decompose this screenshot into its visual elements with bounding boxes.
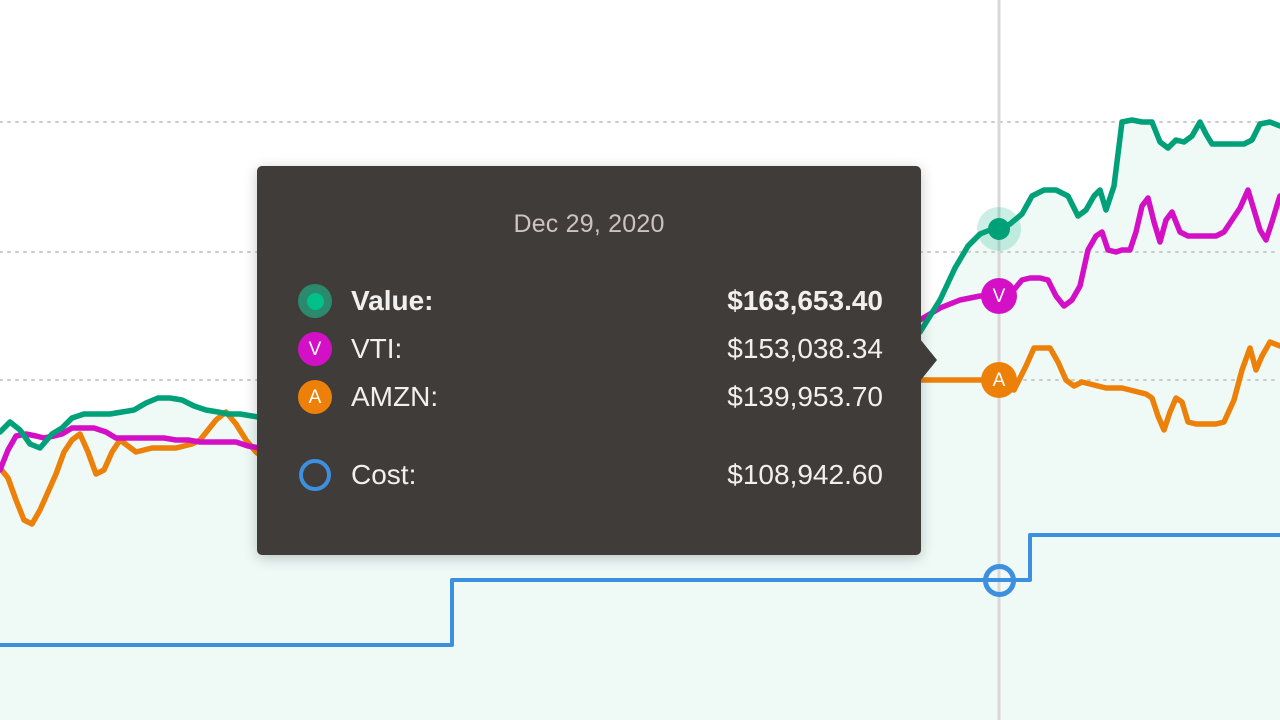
amzn-badge-letter: A (298, 380, 332, 414)
tooltip-label-vti: VTI: (351, 333, 403, 364)
tooltip-date: Dec 29, 2020 (513, 210, 665, 238)
value-point-marker-icon[interactable] (988, 218, 1010, 240)
cost-point-marker-icon[interactable] (983, 564, 1016, 597)
tooltip-row-vti: V VTI: $153,038.34 (297, 325, 883, 373)
tooltip-row-value: Value: $163,653.40 (297, 277, 883, 325)
value-swatch-icon (297, 283, 333, 319)
tooltip-label-cost: Cost: (351, 459, 417, 490)
tooltip-value-cost: $108,942.60 (727, 459, 883, 490)
tooltip-row-amzn: A AMZN: $139,953.70 (297, 373, 883, 421)
tooltip-rows: Value: $163,653.40 V VTI: $153,038.34 A … (257, 277, 921, 499)
vti-swatch-icon: V (297, 331, 333, 367)
cost-swatch-icon (297, 457, 333, 493)
tooltip-label-amzn: AMZN: (351, 381, 439, 412)
chart-tooltip: Dec 29, 2020 Value: $163,653.40 V VTI: $… (257, 166, 921, 555)
tooltip-row-cost: Cost: $108,942.60 (297, 451, 883, 499)
value-area-fill (0, 120, 1280, 720)
tooltip-value-value: $163,653.40 (727, 285, 883, 316)
tooltip-label-value: Value: (351, 285, 434, 316)
vti-point-marker-icon[interactable]: V (981, 278, 1017, 314)
tooltip-value-amzn: $139,953.70 (727, 381, 883, 412)
vti-badge-letter: V (298, 332, 332, 366)
amzn-swatch-icon: A (297, 379, 333, 415)
tooltip-pointer-arrow (920, 339, 937, 381)
amzn-point-marker-icon[interactable]: A (981, 362, 1017, 398)
tooltip-value-vti: $153,038.34 (727, 333, 883, 364)
